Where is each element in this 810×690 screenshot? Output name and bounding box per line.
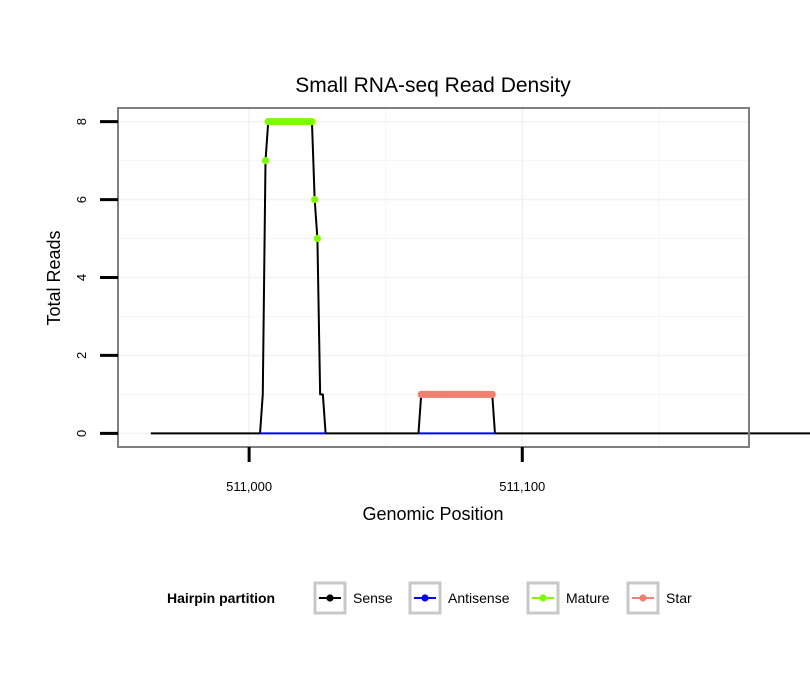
legend-label-antisense: Antisense — [448, 590, 510, 606]
y-tick-label: 8 — [74, 118, 89, 125]
data-point-mature — [308, 118, 316, 126]
x-axis-title: Genomic Position — [362, 504, 503, 524]
legend-label-mature: Mature — [566, 590, 610, 606]
legend-label-star: Star — [666, 590, 692, 606]
axes: 511,000 511,100 0 2 4 6 8 — [74, 118, 545, 494]
series-points — [261, 118, 496, 398]
legend-label-sense: Sense — [353, 590, 393, 606]
data-point-star — [488, 390, 496, 398]
legend-title: Hairpin partition — [167, 590, 275, 606]
legend-key-point — [639, 594, 647, 602]
y-tick-label: 2 — [74, 352, 89, 359]
x-tick-label: 511,000 — [226, 479, 272, 494]
grid — [118, 108, 749, 447]
chart-title: Small RNA-seq Read Density — [295, 74, 571, 97]
legend-key-point — [421, 594, 429, 602]
data-point-mature — [261, 157, 270, 165]
legend-key-point — [326, 594, 334, 602]
y-axis-title: Total Reads — [44, 230, 64, 325]
x-tick-label: 511,100 — [499, 479, 545, 494]
data-point-mature — [311, 195, 319, 204]
legend-key-point — [539, 594, 547, 602]
y-tick-label: 0 — [74, 430, 89, 437]
y-tick-label: 6 — [74, 196, 89, 203]
y-tick-label: 4 — [74, 274, 89, 281]
legend: Hairpin partition Sense Antisense Mature St… — [167, 581, 692, 615]
data-point-mature — [313, 234, 322, 243]
